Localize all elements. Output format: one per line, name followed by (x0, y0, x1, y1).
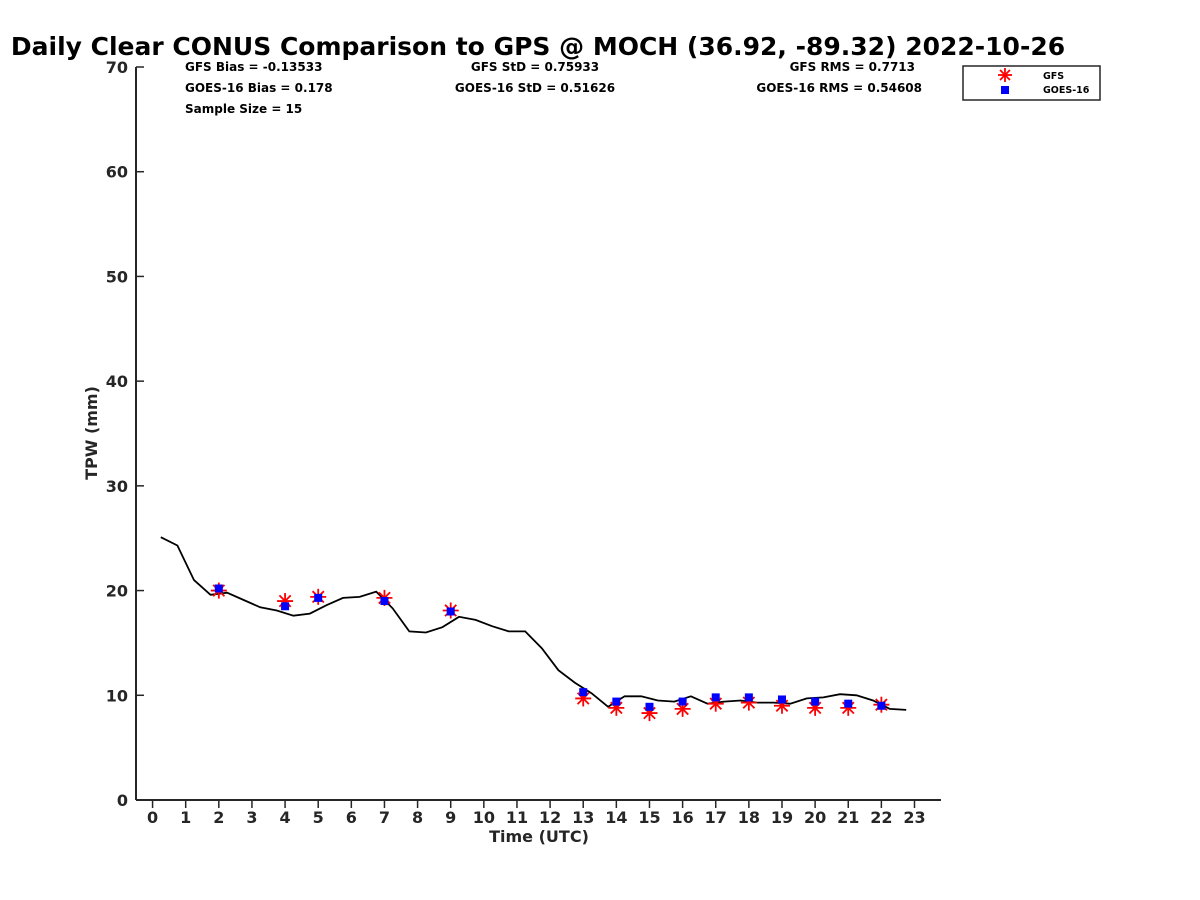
legend-gfs-asterisk-icon (998, 68, 1012, 82)
stats-block: GFS Bias = -0.13533 GOES-16 Bias = 0.178… (185, 60, 922, 116)
goes-point (579, 688, 588, 697)
x-tick-label: 23 (903, 808, 925, 827)
x-tick-label: 6 (346, 808, 357, 827)
x-tick-label: 2 (213, 808, 224, 827)
x-tick-label: 17 (705, 808, 727, 827)
goes-point (446, 607, 455, 616)
x-tick-label: 10 (473, 808, 495, 827)
goes-point (314, 593, 323, 602)
goes-bias-stat: GOES-16 Bias = 0.178 (185, 81, 333, 95)
goes-rms-stat: GOES-16 RMS = 0.54608 (756, 81, 922, 95)
x-tick-label: 5 (313, 808, 324, 827)
x-tick-label: 16 (671, 808, 693, 827)
legend-gfs-label: GFS (1043, 71, 1064, 82)
x-tick-label: 0 (147, 808, 158, 827)
goes-point (214, 584, 223, 593)
goes-point (645, 702, 654, 711)
x-tick-label: 22 (870, 808, 892, 827)
goes-std-stat: GOES-16 StD = 0.51626 (455, 81, 615, 95)
y-tick-label: 70 (106, 58, 128, 77)
plot-area (160, 536, 907, 722)
x-tick-label: 12 (539, 808, 561, 827)
legend-goes-label: GOES-16 (1043, 85, 1090, 96)
goes-point (612, 697, 621, 706)
goes-point (844, 699, 853, 708)
goes-point (777, 695, 786, 704)
goes-point (811, 697, 820, 706)
gfs-rms-stat: GFS RMS = 0.7713 (790, 60, 915, 74)
x-tick-label: 18 (738, 808, 760, 827)
legend-gfs-asterisk-mark (998, 68, 1012, 82)
y-tick-label: 40 (106, 372, 128, 391)
sample-size-stat: Sample Size = 15 (185, 102, 302, 116)
y-tick-label: 30 (106, 477, 128, 496)
x-tick-label: 11 (506, 808, 528, 827)
x-tick-label: 8 (412, 808, 423, 827)
goes-point (711, 693, 720, 702)
x-tick-label: 4 (280, 808, 291, 827)
gfs-bias-stat: GFS Bias = -0.13533 (185, 60, 322, 74)
x-tick-label: 15 (638, 808, 660, 827)
goes-point (744, 693, 753, 702)
x-tick-label: 13 (572, 808, 594, 827)
x-tick-label: 19 (771, 808, 793, 827)
y-ticks: 0 10 20 30 40 50 60 70 (106, 58, 144, 810)
axes (135, 67, 941, 801)
legend-goes-square-icon (1001, 86, 1009, 94)
y-tick-label: 10 (106, 686, 128, 705)
x-tick-label: 14 (605, 808, 627, 827)
goes-point (380, 597, 389, 606)
goes-point (281, 602, 290, 611)
y-tick-label: 0 (117, 791, 128, 810)
legend-box (962, 65, 1101, 101)
x-tick-label: 7 (379, 808, 390, 827)
y-tick-label: 20 (106, 582, 128, 601)
y-axis-label: TPW (mm) (82, 386, 101, 480)
gfs-std-stat: GFS StD = 0.75933 (471, 60, 599, 74)
x-tick-label: 21 (837, 808, 859, 827)
x-axis-label: Time (UTC) (489, 827, 589, 846)
legend: GFS GOES-16 (962, 65, 1101, 101)
x-ticks: 0 1 2 3 4 5 6 7 8 9 10 11 12 13 14 15 16 17 18 19 20 21 22 23 (147, 800, 926, 827)
x-tick-label: 1 (180, 808, 191, 827)
y-tick-label: 50 (106, 267, 128, 286)
x-tick-label: 3 (246, 808, 257, 827)
y-tick-label: 60 (106, 163, 128, 182)
goes-point (678, 697, 687, 706)
x-tick-label: 20 (804, 808, 826, 827)
goes-point (877, 701, 886, 710)
x-tick-label: 9 (445, 808, 456, 827)
chart-title: Daily Clear CONUS Comparison to GPS @ MO… (11, 32, 1065, 61)
